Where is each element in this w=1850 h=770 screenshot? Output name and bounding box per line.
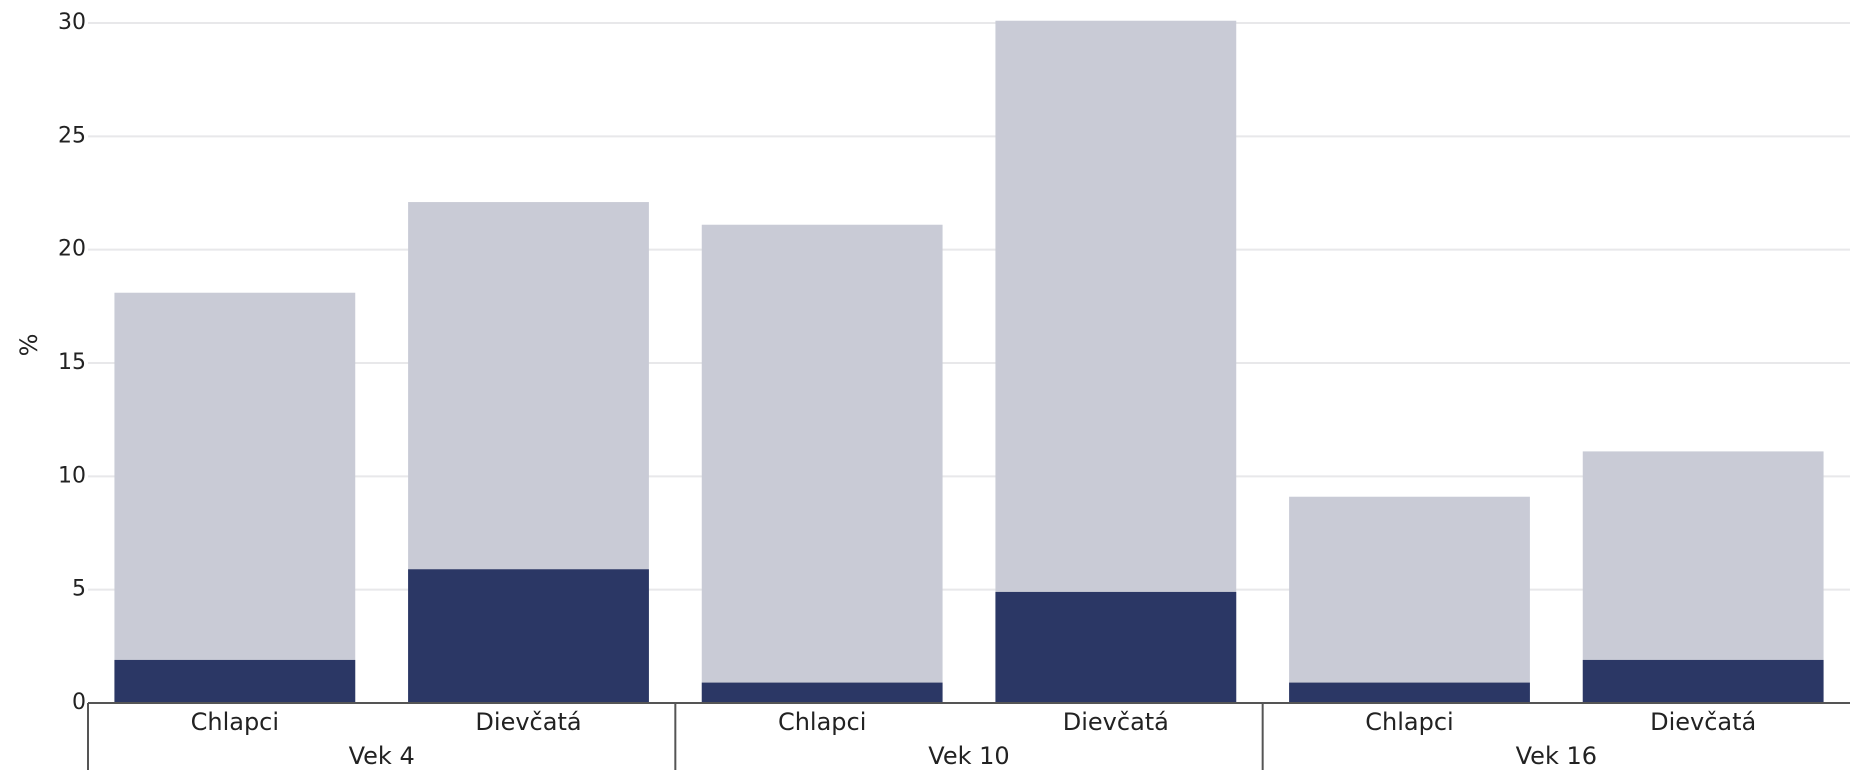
y-tick-label: 25 [58,123,86,148]
bar-total [1289,496,1530,703]
bar-total [995,20,1237,703]
bar-total [114,292,356,703]
x-group-label: Vek 10 [928,742,1009,770]
bar-part [408,569,649,703]
y-tick-label: 15 [58,350,86,375]
x-category-label: Dievčatá [1063,708,1169,736]
x-category-label: Dievčatá [1650,708,1756,736]
bars [114,20,1824,704]
x-group-label: Vek 4 [349,742,415,770]
y-tick-label: 0 [72,690,86,715]
y-tick-label: 20 [58,237,86,262]
y-tick-label: 5 [72,577,86,602]
bar-part [701,682,943,703]
y-tick-label: 10 [58,463,86,488]
x-category-label: Chlapci [191,708,279,736]
labels: 0 5 10 15 20 25 30 Chlapci Dievčatá Chlapci Dievča… [58,10,1756,770]
x-group-label: Vek 16 [1516,742,1597,770]
bar-part [1582,659,1824,703]
bar-part [1289,682,1530,703]
bar-part [995,591,1237,703]
y-axis-title: % [15,334,43,357]
axes [87,702,1850,770]
x-category-label: Chlapci [1365,708,1453,736]
bar-total [701,224,943,703]
y-tick-label: 30 [58,10,86,35]
gridlines [88,22,1850,591]
x-category-label: Dievčatá [475,708,581,736]
bar-part [114,659,356,703]
x-category-label: Chlapci [778,708,866,736]
